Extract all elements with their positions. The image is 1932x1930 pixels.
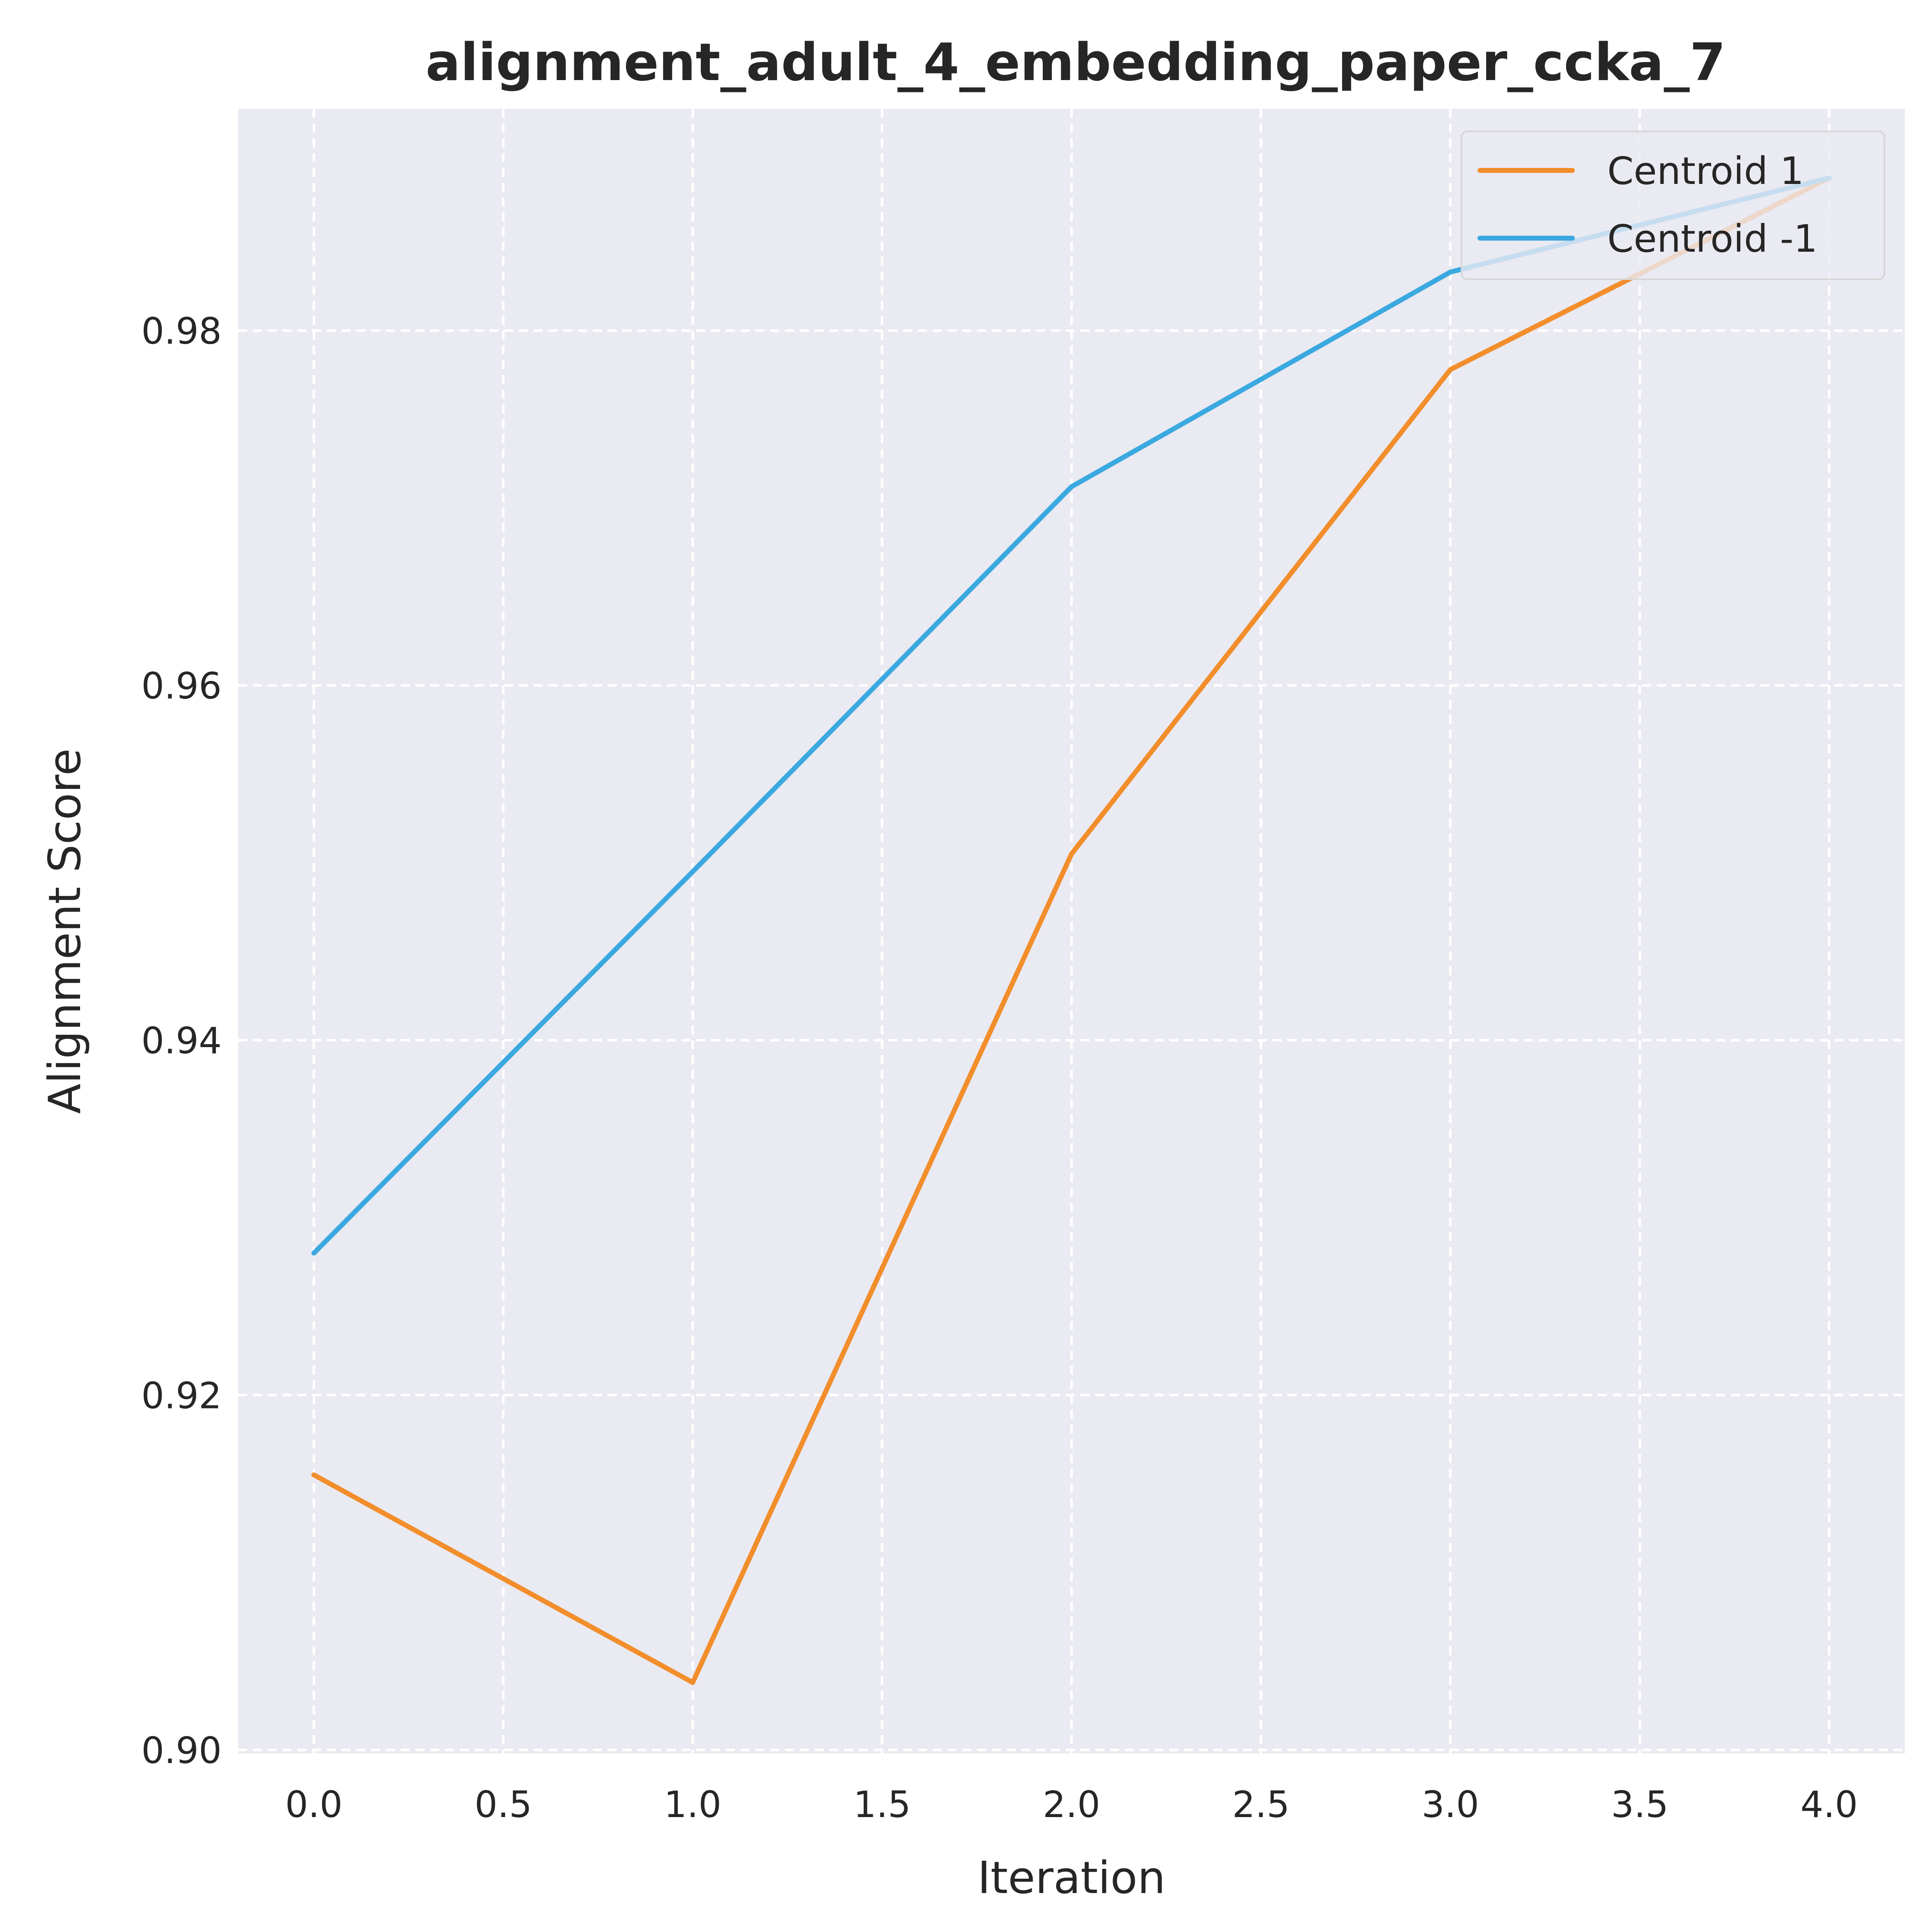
x-tick-label: 4.0 <box>1800 1783 1858 1826</box>
x-tick-label: 0.0 <box>285 1783 343 1826</box>
x-tick-label: 1.5 <box>854 1783 911 1826</box>
y-tick-label: 0.94 <box>141 1020 222 1062</box>
legend-label: Centroid -1 <box>1607 217 1817 261</box>
grid-lines <box>238 109 1905 1753</box>
x-tick-label: 2.5 <box>1232 1783 1290 1826</box>
y-axis-label: Alignment Score <box>39 748 91 1114</box>
chart-title: alignment_adult_4_embedding_paper_ccka_7 <box>426 32 1726 92</box>
legend: Centroid 1 Centroid -1 <box>1461 131 1885 280</box>
x-tick-label: 1.0 <box>664 1783 721 1826</box>
y-tick-label: 0.90 <box>141 1729 222 1771</box>
tick-labels: 0.0 0.5 1.0 1.5 2.0 2.5 3.0 3.5 4.0 0.90 0.92 0.94 0… <box>141 310 1858 1826</box>
x-tick-label: 3.5 <box>1611 1783 1668 1826</box>
series-line-1 <box>311 175 1832 1685</box>
legend-label: Centroid 1 <box>1607 149 1804 193</box>
y-tick-label: 0.92 <box>141 1374 222 1417</box>
x-tick-label: 2.0 <box>1043 1783 1100 1826</box>
x-axis-label: Iteration <box>977 1852 1166 1904</box>
x-tick-label: 3.0 <box>1422 1783 1479 1826</box>
x-tick-label: 0.5 <box>475 1783 532 1826</box>
y-tick-label: 0.96 <box>141 665 222 707</box>
y-tick-label: 0.98 <box>141 310 222 352</box>
